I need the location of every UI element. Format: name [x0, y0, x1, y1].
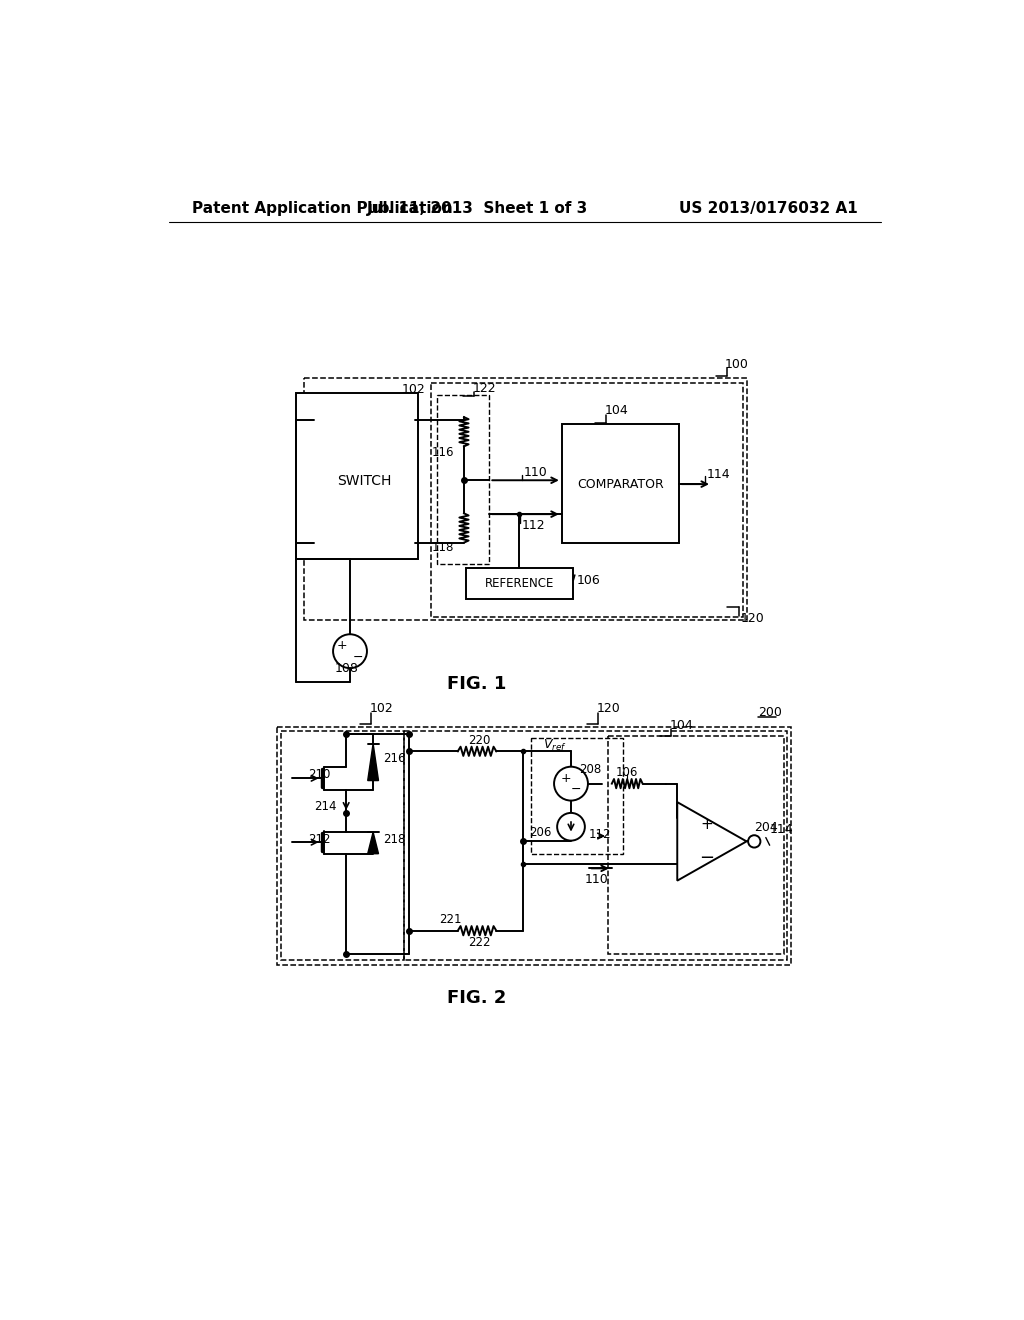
Polygon shape [677, 803, 746, 880]
Text: −: − [699, 849, 714, 867]
Text: 110: 110 [523, 466, 547, 479]
Bar [304, 378, 746, 620]
Text: 122: 122 [472, 381, 496, 395]
Bar [281, 730, 403, 960]
Polygon shape [368, 832, 379, 854]
Text: 100: 100 [725, 358, 749, 371]
Bar [296, 393, 418, 558]
Text: 221: 221 [439, 912, 462, 925]
Text: 102: 102 [401, 383, 425, 396]
Text: $V_{ref}$: $V_{ref}$ [543, 738, 566, 754]
Text: FIG. 1: FIG. 1 [447, 675, 507, 693]
Text: 200: 200 [758, 706, 782, 719]
Text: 120: 120 [740, 612, 764, 626]
Text: 110: 110 [585, 874, 608, 887]
Text: 216: 216 [383, 752, 406, 766]
Text: 214: 214 [314, 800, 337, 813]
Text: +: + [337, 639, 347, 652]
Bar [466, 568, 573, 599]
Text: 112: 112 [589, 828, 611, 841]
Text: 206: 206 [529, 825, 552, 838]
Text: 212: 212 [307, 833, 330, 846]
Text: FIG. 2: FIG. 2 [447, 989, 507, 1007]
Text: 116: 116 [431, 446, 454, 459]
Text: SWITCH: SWITCH [338, 474, 392, 488]
Text: 220: 220 [468, 734, 490, 747]
Text: −: − [352, 651, 362, 664]
Circle shape [557, 813, 585, 841]
Text: 204: 204 [755, 821, 778, 834]
Text: 112: 112 [521, 519, 546, 532]
Text: 106: 106 [616, 767, 638, 779]
Text: 120: 120 [596, 702, 621, 715]
Bar [313, 404, 416, 558]
Bar [403, 730, 787, 960]
Text: 106: 106 [578, 574, 601, 587]
Bar [562, 424, 679, 544]
Text: 108: 108 [335, 663, 358, 676]
Text: +: + [700, 817, 713, 832]
Text: Patent Application Publication: Patent Application Publication [193, 201, 453, 216]
Text: 118: 118 [431, 541, 454, 554]
Text: 208: 208 [579, 763, 601, 776]
Bar [431, 383, 742, 616]
Text: 222: 222 [468, 936, 490, 949]
Text: +: + [560, 772, 571, 785]
Bar [608, 737, 783, 954]
Text: REFERENCE: REFERENCE [484, 577, 554, 590]
Bar [276, 726, 792, 965]
Text: 114: 114 [707, 467, 730, 480]
Text: Jul. 11, 2013  Sheet 1 of 3: Jul. 11, 2013 Sheet 1 of 3 [367, 201, 588, 216]
Polygon shape [368, 743, 379, 780]
Text: COMPARATOR: COMPARATOR [577, 478, 664, 491]
Text: −: − [571, 783, 582, 796]
Text: 102: 102 [370, 702, 393, 715]
Bar [531, 738, 624, 854]
Text: 218: 218 [383, 833, 406, 846]
Text: 210: 210 [307, 768, 330, 781]
Text: 104: 104 [670, 719, 693, 733]
Bar [437, 395, 489, 564]
Text: US 2013/0176032 A1: US 2013/0176032 A1 [679, 201, 857, 216]
Text: 114: 114 [770, 824, 794, 837]
Text: 104: 104 [605, 404, 629, 417]
Circle shape [554, 767, 588, 800]
